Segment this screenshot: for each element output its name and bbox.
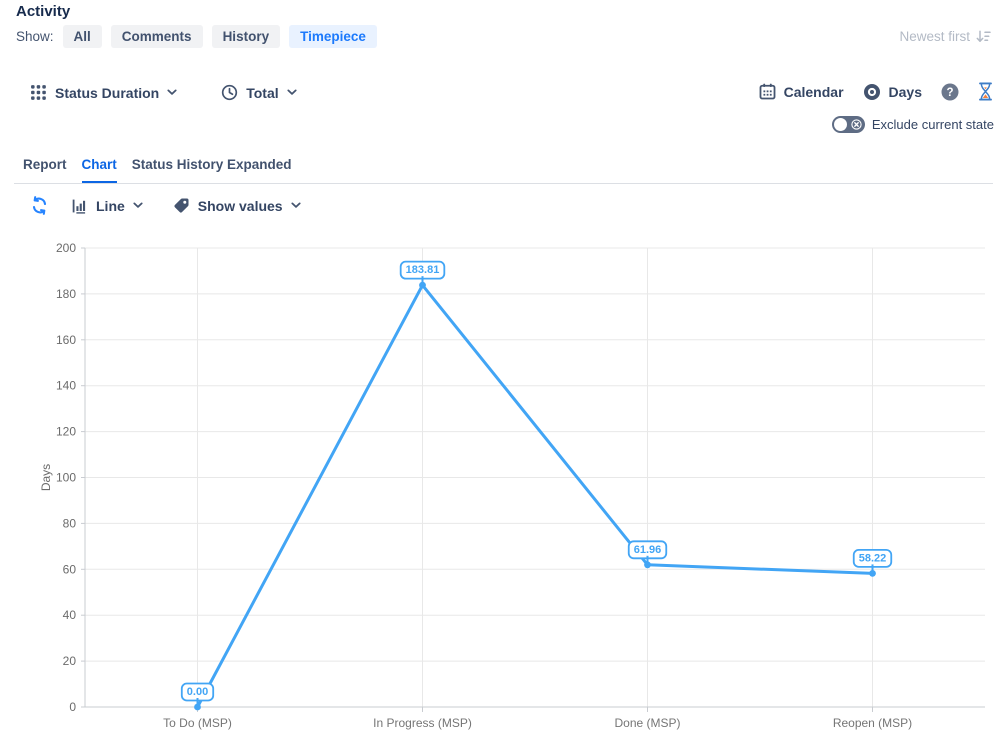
y-tick-label: 80 (63, 516, 77, 530)
calendar-icon (759, 83, 776, 100)
chevron-down-icon (133, 202, 143, 209)
refresh-button[interactable] (30, 196, 49, 215)
y-tick-label: 60 (63, 562, 77, 576)
x-category-label: In Progress (MSP) (373, 716, 472, 730)
grouping-label: Status Duration (55, 84, 160, 101)
aggregation-label: Total (246, 84, 279, 101)
view-options-toolbar: Calendar Days ? (759, 82, 993, 101)
chevron-down-icon (287, 89, 297, 96)
toggle-knob (833, 118, 847, 131)
timer-button[interactable] (978, 82, 993, 101)
y-axis-title: Days (39, 464, 53, 491)
x-category-label: To Do (MSP) (163, 716, 232, 730)
unit-toggle-button[interactable]: Days (863, 83, 922, 101)
value-label: 183.81 (406, 264, 440, 276)
exclude-current-state-label: Exclude current state (871, 117, 994, 132)
chart-config-toolbar: Status Duration Total (30, 84, 297, 101)
value-label: 58.22 (859, 552, 887, 564)
y-tick-label: 100 (56, 471, 76, 485)
tab-chart[interactable]: Chart (81, 157, 117, 183)
series-line (196, 283, 874, 709)
filter-button-history[interactable]: History (211, 25, 281, 48)
aggregation-dropdown[interactable]: Total (221, 84, 297, 101)
page-title: Activity (16, 3, 71, 20)
chart-type-label: Line (96, 197, 125, 214)
data-point[interactable] (869, 569, 876, 577)
y-tick-label: 40 (63, 608, 77, 622)
filter-button-comments[interactable]: Comments (110, 25, 203, 48)
y-tick-label: 0 (69, 700, 76, 714)
bar-chart-icon (71, 198, 88, 214)
refresh-icon (32, 196, 47, 215)
calendar-button[interactable]: Calendar (759, 83, 844, 100)
clock-icon (221, 84, 238, 101)
hourglass-icon (978, 82, 993, 101)
tab-report[interactable]: Report (23, 157, 67, 172)
y-tick-label: 160 (56, 333, 76, 347)
question-icon: ? (941, 83, 959, 101)
show-label: Show: (16, 29, 54, 44)
chart-type-dropdown[interactable]: Line (71, 198, 143, 214)
show-values-label: Show values (197, 197, 283, 214)
calendar-label: Calendar (783, 83, 844, 100)
y-tick-label: 140 (56, 379, 76, 393)
grid-icon (30, 84, 47, 101)
chevron-down-icon (290, 202, 301, 209)
toggle-off-x-icon (851, 119, 862, 130)
view-tabs: Report Chart Status History Expanded (23, 157, 292, 183)
data-point[interactable] (419, 281, 426, 289)
unit-label: Days (888, 83, 922, 100)
status-duration-line-chart[interactable]: 0 20 40 60 80 100 120 140 160 180 200 To Do (MSP) In… (0, 238, 1007, 747)
tab-status-history-expanded[interactable]: Status History Expanded (131, 157, 292, 172)
y-tick-label: 180 (56, 287, 76, 301)
y-tick-label: 120 (56, 425, 76, 439)
show-values-dropdown[interactable]: Show values (173, 197, 301, 214)
help-button[interactable]: ? (941, 83, 959, 101)
activity-filter-bar: Show: All Comments History Timepiece (16, 25, 377, 48)
value-label: 61.96 (634, 544, 662, 556)
exclude-current-state-toggle[interactable] (831, 116, 865, 133)
eye-icon (863, 83, 881, 101)
filter-button-timepiece[interactable]: Timepiece (289, 25, 377, 48)
x-category-label: Done (MSP) (614, 716, 680, 730)
exclude-current-state-row: Exclude current state (831, 116, 994, 133)
sort-order-button[interactable]: Newest first (899, 29, 991, 44)
tabs-divider (14, 183, 993, 184)
y-tick-label: 200 (56, 241, 76, 255)
grouping-dropdown[interactable]: Status Duration (30, 84, 177, 101)
sort-descending-icon (976, 30, 991, 43)
filter-button-all[interactable]: All (62, 25, 102, 48)
sort-order-label: Newest first (899, 29, 970, 44)
chevron-down-icon (167, 89, 177, 96)
chart-options-toolbar: Line Show values (30, 196, 301, 215)
value-label: 0.00 (187, 686, 208, 698)
svg-text:?: ? (946, 87, 953, 99)
x-category-label: Reopen (MSP) (833, 716, 912, 730)
y-tick-label: 20 (63, 654, 77, 668)
tag-icon (173, 197, 190, 214)
